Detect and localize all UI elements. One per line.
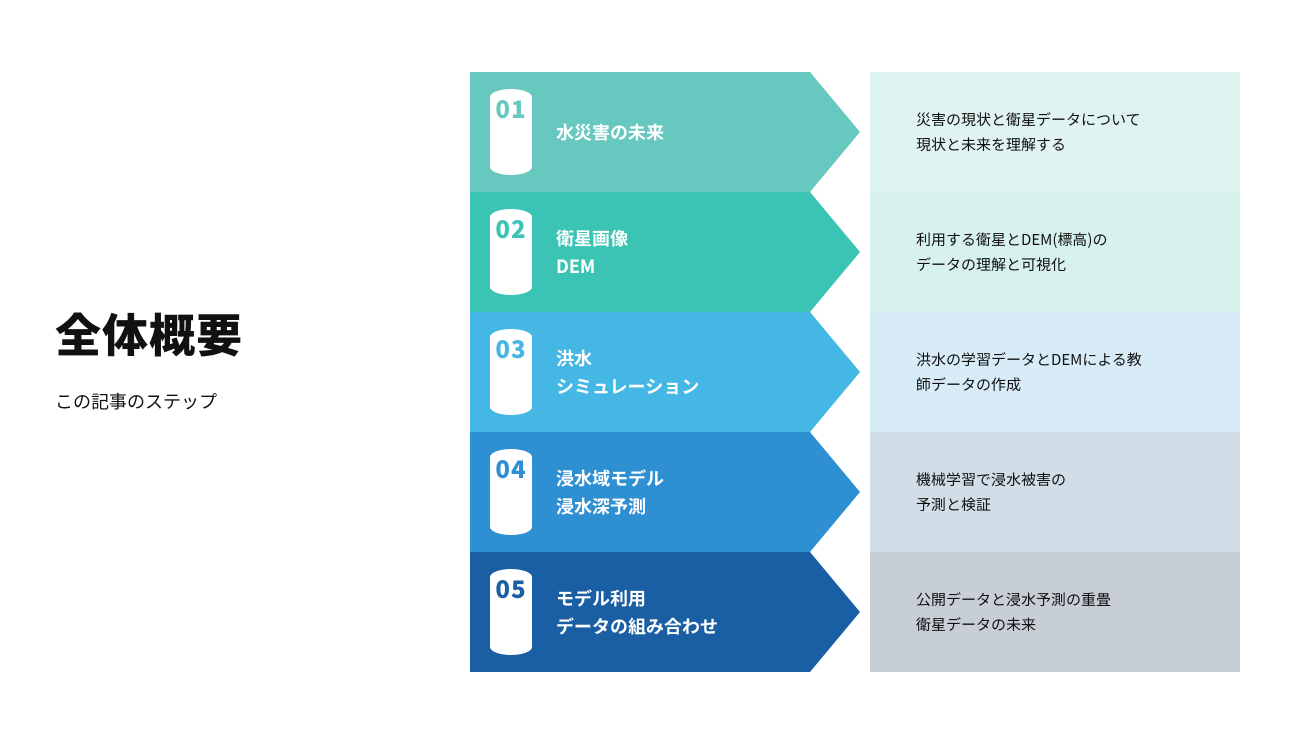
step-title: 水災害の未来 (556, 72, 664, 192)
arrow-head-icon (810, 192, 860, 312)
step-description-line: 衛星データの未来 (916, 612, 1220, 638)
step-description-line: 現状と未来を理解する (916, 132, 1220, 158)
arrow-head-icon (810, 72, 860, 192)
step-row: 05 モデル利用データの組み合わせ 公開データと浸水予測の重畳衛星データの未来 (470, 552, 1240, 672)
step-title-line: 浸水深予測 (556, 494, 664, 518)
step-description-line: 洪水の学習データとDEMによる教 (916, 347, 1220, 373)
step-title-line: 浸水域モデル (556, 466, 664, 490)
step-row: 02 衛星画像 DEM 利用する衛星とDEM(標高)のデータの理解と可視化 (470, 192, 1240, 312)
step-title-line: モデル利用 (556, 586, 718, 610)
step-description-line: 公開データと浸水予測の重畳 (916, 587, 1220, 613)
arrow-head-icon (810, 552, 860, 672)
step-title-line: 衛星画像 (556, 226, 628, 250)
step-arrow: 03 洪水シミュレーション (470, 312, 870, 432)
step-title-line: 水災害の未来 (556, 120, 664, 144)
step-description-line: データの理解と可視化 (916, 252, 1220, 278)
left-panel: 全体概要 この記事のステップ (55, 300, 243, 414)
step-arrow: 02 衛星画像 DEM (470, 192, 870, 312)
step-description-line: 師データの作成 (916, 372, 1220, 398)
step-row: 01 水災害の未来 災害の現状と衛星データについて現状と未来を理解する (470, 72, 1240, 192)
arrow-head-icon (810, 312, 860, 432)
step-number: 04 (488, 450, 534, 485)
step-description-line: 災害の現状と衛星データについて (916, 107, 1220, 133)
page-subtitle: この記事のステップ (55, 388, 243, 414)
step-arrow: 05 モデル利用データの組み合わせ (470, 552, 870, 672)
step-arrow: 04 浸水域モデル浸水深予測 (470, 432, 870, 552)
page-title: 全体概要 (55, 300, 243, 366)
step-row: 03 洪水シミュレーション 洪水の学習データとDEMによる教師データの作成 (470, 312, 1240, 432)
step-title-line: データの組み合わせ (556, 614, 718, 638)
step-description: 災害の現状と衛星データについて現状と未来を理解する (870, 72, 1240, 192)
steps-list: 01 水災害の未来 災害の現状と衛星データについて現状と未来を理解する 02 衛星画像… (470, 72, 1240, 672)
step-description: 機械学習で浸水被害の予測と検証 (870, 432, 1240, 552)
step-number: 03 (488, 330, 534, 365)
step-title: モデル利用データの組み合わせ (556, 552, 718, 672)
step-description: 洪水の学習データとDEMによる教師データの作成 (870, 312, 1240, 432)
step-title: 洪水シミュレーション (556, 312, 699, 432)
step-title: 衛星画像 DEM (556, 192, 628, 312)
step-row: 04 浸水域モデル浸水深予測 機械学習で浸水被害の予測と検証 (470, 432, 1240, 552)
step-number: 01 (488, 90, 534, 125)
arrow-head-icon (810, 432, 860, 552)
step-title-line: シミュレーション (556, 374, 699, 398)
step-number: 02 (488, 210, 534, 245)
step-title-line: 洪水 (556, 346, 699, 370)
step-number: 05 (488, 570, 534, 605)
step-description: 利用する衛星とDEM(標高)のデータの理解と可視化 (870, 192, 1240, 312)
step-title: 浸水域モデル浸水深予測 (556, 432, 664, 552)
step-description-line: 機械学習で浸水被害の (916, 467, 1220, 493)
step-arrow: 01 水災害の未来 (470, 72, 870, 192)
step-description: 公開データと浸水予測の重畳衛星データの未来 (870, 552, 1240, 672)
step-title-line: DEM (556, 254, 628, 278)
step-description-line: 利用する衛星とDEM(標高)の (916, 227, 1220, 253)
step-description-line: 予測と検証 (916, 492, 1220, 518)
